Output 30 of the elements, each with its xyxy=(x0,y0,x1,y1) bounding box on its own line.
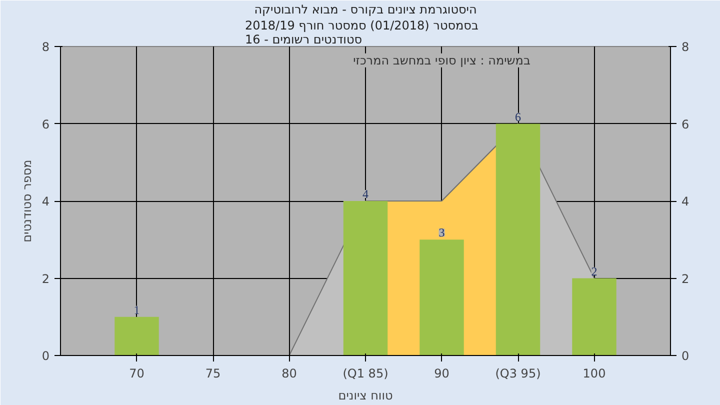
y2-tick-label: 2 xyxy=(682,272,690,286)
y2-tick-label: 6 xyxy=(682,117,690,132)
bar xyxy=(114,316,159,356)
y2-tick-label: 0 xyxy=(682,349,690,363)
y-tick-label: 6 xyxy=(42,117,50,132)
x-tick-label: (Q1 85) xyxy=(342,366,388,380)
data-label: 2 xyxy=(591,264,598,278)
data-label: 1 xyxy=(134,302,140,317)
x-tick-label: (Q3 95) xyxy=(495,366,541,380)
x-tick-label: 100 xyxy=(582,366,606,380)
bar xyxy=(572,278,616,356)
data-label: 6 xyxy=(515,110,521,124)
x-tick-label: 90 xyxy=(434,366,450,380)
y-tick-label: 2 xyxy=(42,272,50,286)
y2-tick-label: 8 xyxy=(682,40,690,54)
chart-title: היסטוגרמת ציונים בקורס - מבוא לרובוטיקה xyxy=(254,2,477,16)
chart-subtitle: בסמסטר (01/2018) סמסטר חורף 2018/19 סטודנטים רשומים - 16 xyxy=(244,18,478,46)
annotation: במשימה : ציון סופי במחשב המרכזי xyxy=(353,53,530,68)
y-axis-title: מספר סטודנטים xyxy=(20,160,34,242)
x-tick-label: 70 xyxy=(129,366,144,380)
y2-tick-label: 4 xyxy=(682,194,690,208)
x-axis-title: טווח ציונים xyxy=(338,388,393,402)
y-tick-label: 4 xyxy=(42,194,50,208)
data-label: 4 xyxy=(362,187,368,201)
bar xyxy=(420,240,464,356)
y-tick-label: 0 xyxy=(42,349,50,363)
x-tick-label: 80 xyxy=(282,366,297,380)
y-tick-label: 8 xyxy=(42,40,50,54)
data-label: 3 xyxy=(438,226,445,240)
x-tick-label: 75 xyxy=(205,366,221,380)
